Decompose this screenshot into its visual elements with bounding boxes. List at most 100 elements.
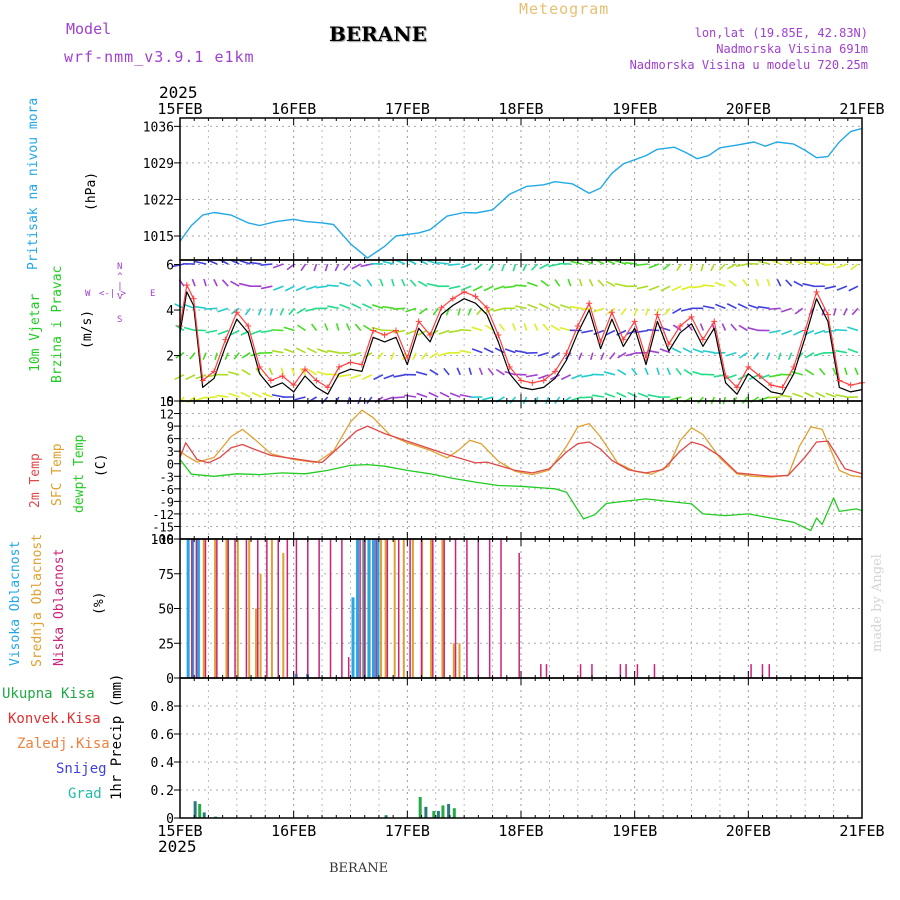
wind-arrow [294, 396, 306, 401]
wind-arrow [578, 352, 583, 360]
y-tick-label: 1015 [143, 230, 174, 245]
wind-arrow [721, 323, 727, 331]
wind-arrow [549, 374, 561, 381]
wind-arrow [373, 374, 384, 381]
wind-arrow [324, 263, 329, 272]
low-cloud-bar [204, 539, 207, 678]
high-cloud-bar [186, 539, 190, 678]
x-date-label-bottom: 18FEB [498, 822, 543, 840]
wind-arrow [308, 368, 318, 376]
wind-arrow [493, 285, 505, 291]
wind-marker [699, 336, 706, 343]
wind-arrow [498, 323, 506, 331]
x-date-label-bottom: 21FEB [839, 822, 884, 840]
wind-marker [540, 377, 547, 384]
wind-arrow [550, 324, 561, 332]
wind-ylabel-b: Brzina i Pravac [50, 265, 65, 383]
low-cloud-bar [341, 539, 343, 678]
wind-arrow [484, 307, 494, 315]
wind-arrow [609, 352, 616, 360]
precip-bar [441, 805, 445, 818]
wind-arrow [605, 280, 616, 287]
wind-marker [290, 382, 297, 389]
y-tick-label: 0.4 [151, 756, 175, 771]
mid-cloud-bar [393, 539, 396, 678]
wind-arrow [530, 263, 539, 271]
wind-arrow [522, 263, 528, 272]
wind-arrow [241, 351, 251, 359]
x-date-label-top: 18FEB [498, 100, 543, 118]
wind-arrow [824, 263, 836, 267]
wind-arrow [448, 329, 461, 334]
wind-arrow [699, 323, 705, 331]
wind-arrow [647, 394, 660, 398]
wind-arrow [233, 352, 240, 360]
wind-arrow [468, 367, 473, 376]
mid-cloud-bar [259, 573, 262, 678]
wind-arrow [834, 328, 848, 332]
wind-arrow [310, 323, 318, 331]
panel-frame-precip [179, 677, 863, 819]
wind-arrow [768, 307, 781, 311]
station-title: BERANE [329, 22, 427, 46]
wind-arrow [692, 370, 704, 376]
y-tick-label: 0.6 [151, 728, 174, 743]
wind-arrow [691, 285, 704, 289]
wind-arrow [738, 324, 748, 332]
low-cloud-bar [397, 539, 400, 678]
wind-arrow [429, 351, 439, 359]
mid-cloud-bar [248, 539, 251, 678]
wind-arrow [271, 329, 284, 332]
mid-cloud-bar [380, 539, 383, 678]
wind-arrow [758, 396, 770, 402]
wind-arrow [805, 368, 815, 376]
low-cloud-bar [636, 664, 639, 678]
low-cloud-bar [286, 539, 289, 678]
wind-arrow [538, 374, 549, 380]
y-tick-label: 50 [158, 603, 174, 618]
wind-arrow [512, 263, 517, 272]
wind-arrow [600, 352, 605, 360]
wind-arrow [412, 352, 417, 360]
wind-arrow [354, 323, 362, 332]
wind-arrow [825, 392, 837, 398]
wind-arrow [680, 307, 693, 312]
wind-arrow [393, 307, 406, 310]
y-tick-label: 0 [166, 812, 174, 827]
wind-arrow [659, 348, 671, 354]
wind-marker [370, 327, 377, 334]
wind-arrow [636, 285, 649, 290]
wind-arrow [271, 393, 284, 398]
low-cloud-bar [619, 664, 622, 678]
wind-arrow [366, 279, 373, 287]
compass-s: S [117, 315, 123, 325]
wind-arrow [471, 326, 483, 332]
wind-arrow [483, 285, 494, 292]
mid-cloud-bar [236, 539, 239, 678]
wind-arrow [588, 278, 594, 287]
wind-arrow [326, 373, 339, 376]
wind-arrow [429, 368, 439, 376]
precip-bar [432, 811, 436, 818]
wind-arrow [268, 367, 274, 376]
low-cloud-bar [432, 539, 434, 678]
wind-marker [665, 341, 672, 348]
wind-arrow [172, 263, 185, 268]
wind-arrow [189, 352, 196, 360]
wind-arrow [581, 374, 593, 378]
wind-arrow [271, 349, 284, 354]
wind-arrow [759, 374, 770, 380]
wind-arrow [504, 370, 516, 376]
wind-arrow [191, 278, 196, 287]
wind-arrow [379, 278, 384, 287]
wind-arrow [851, 307, 859, 316]
wind-arrow [835, 394, 848, 398]
wind-arrow [617, 351, 627, 359]
wind-arrow [794, 307, 804, 315]
wind-arrow [230, 280, 240, 287]
wind-marker [381, 332, 388, 339]
wind-arrow [617, 368, 627, 376]
mid-cloud-bar [458, 643, 461, 678]
wind-arrow [216, 394, 229, 398]
wind-arrow [812, 261, 825, 265]
